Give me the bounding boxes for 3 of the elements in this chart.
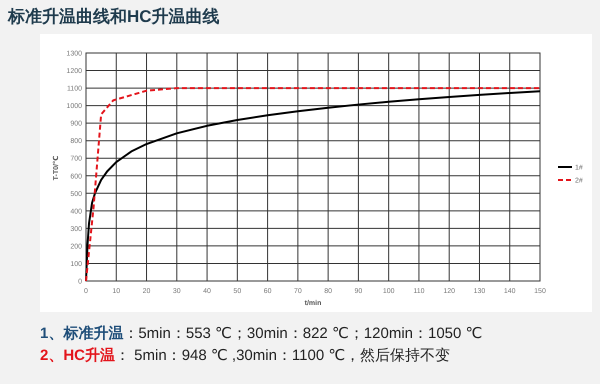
chart-title: 标准升温曲线和HC升温曲线 xyxy=(7,7,220,26)
text: 1、标准升温：5min：553 ℃；30min：822 ℃；120min：1050 ℃ xyxy=(40,325,482,342)
text: 2、HC升温： 5min：948 ℃ ,30min：1100 ℃，然后保持不变 xyxy=(40,347,450,364)
